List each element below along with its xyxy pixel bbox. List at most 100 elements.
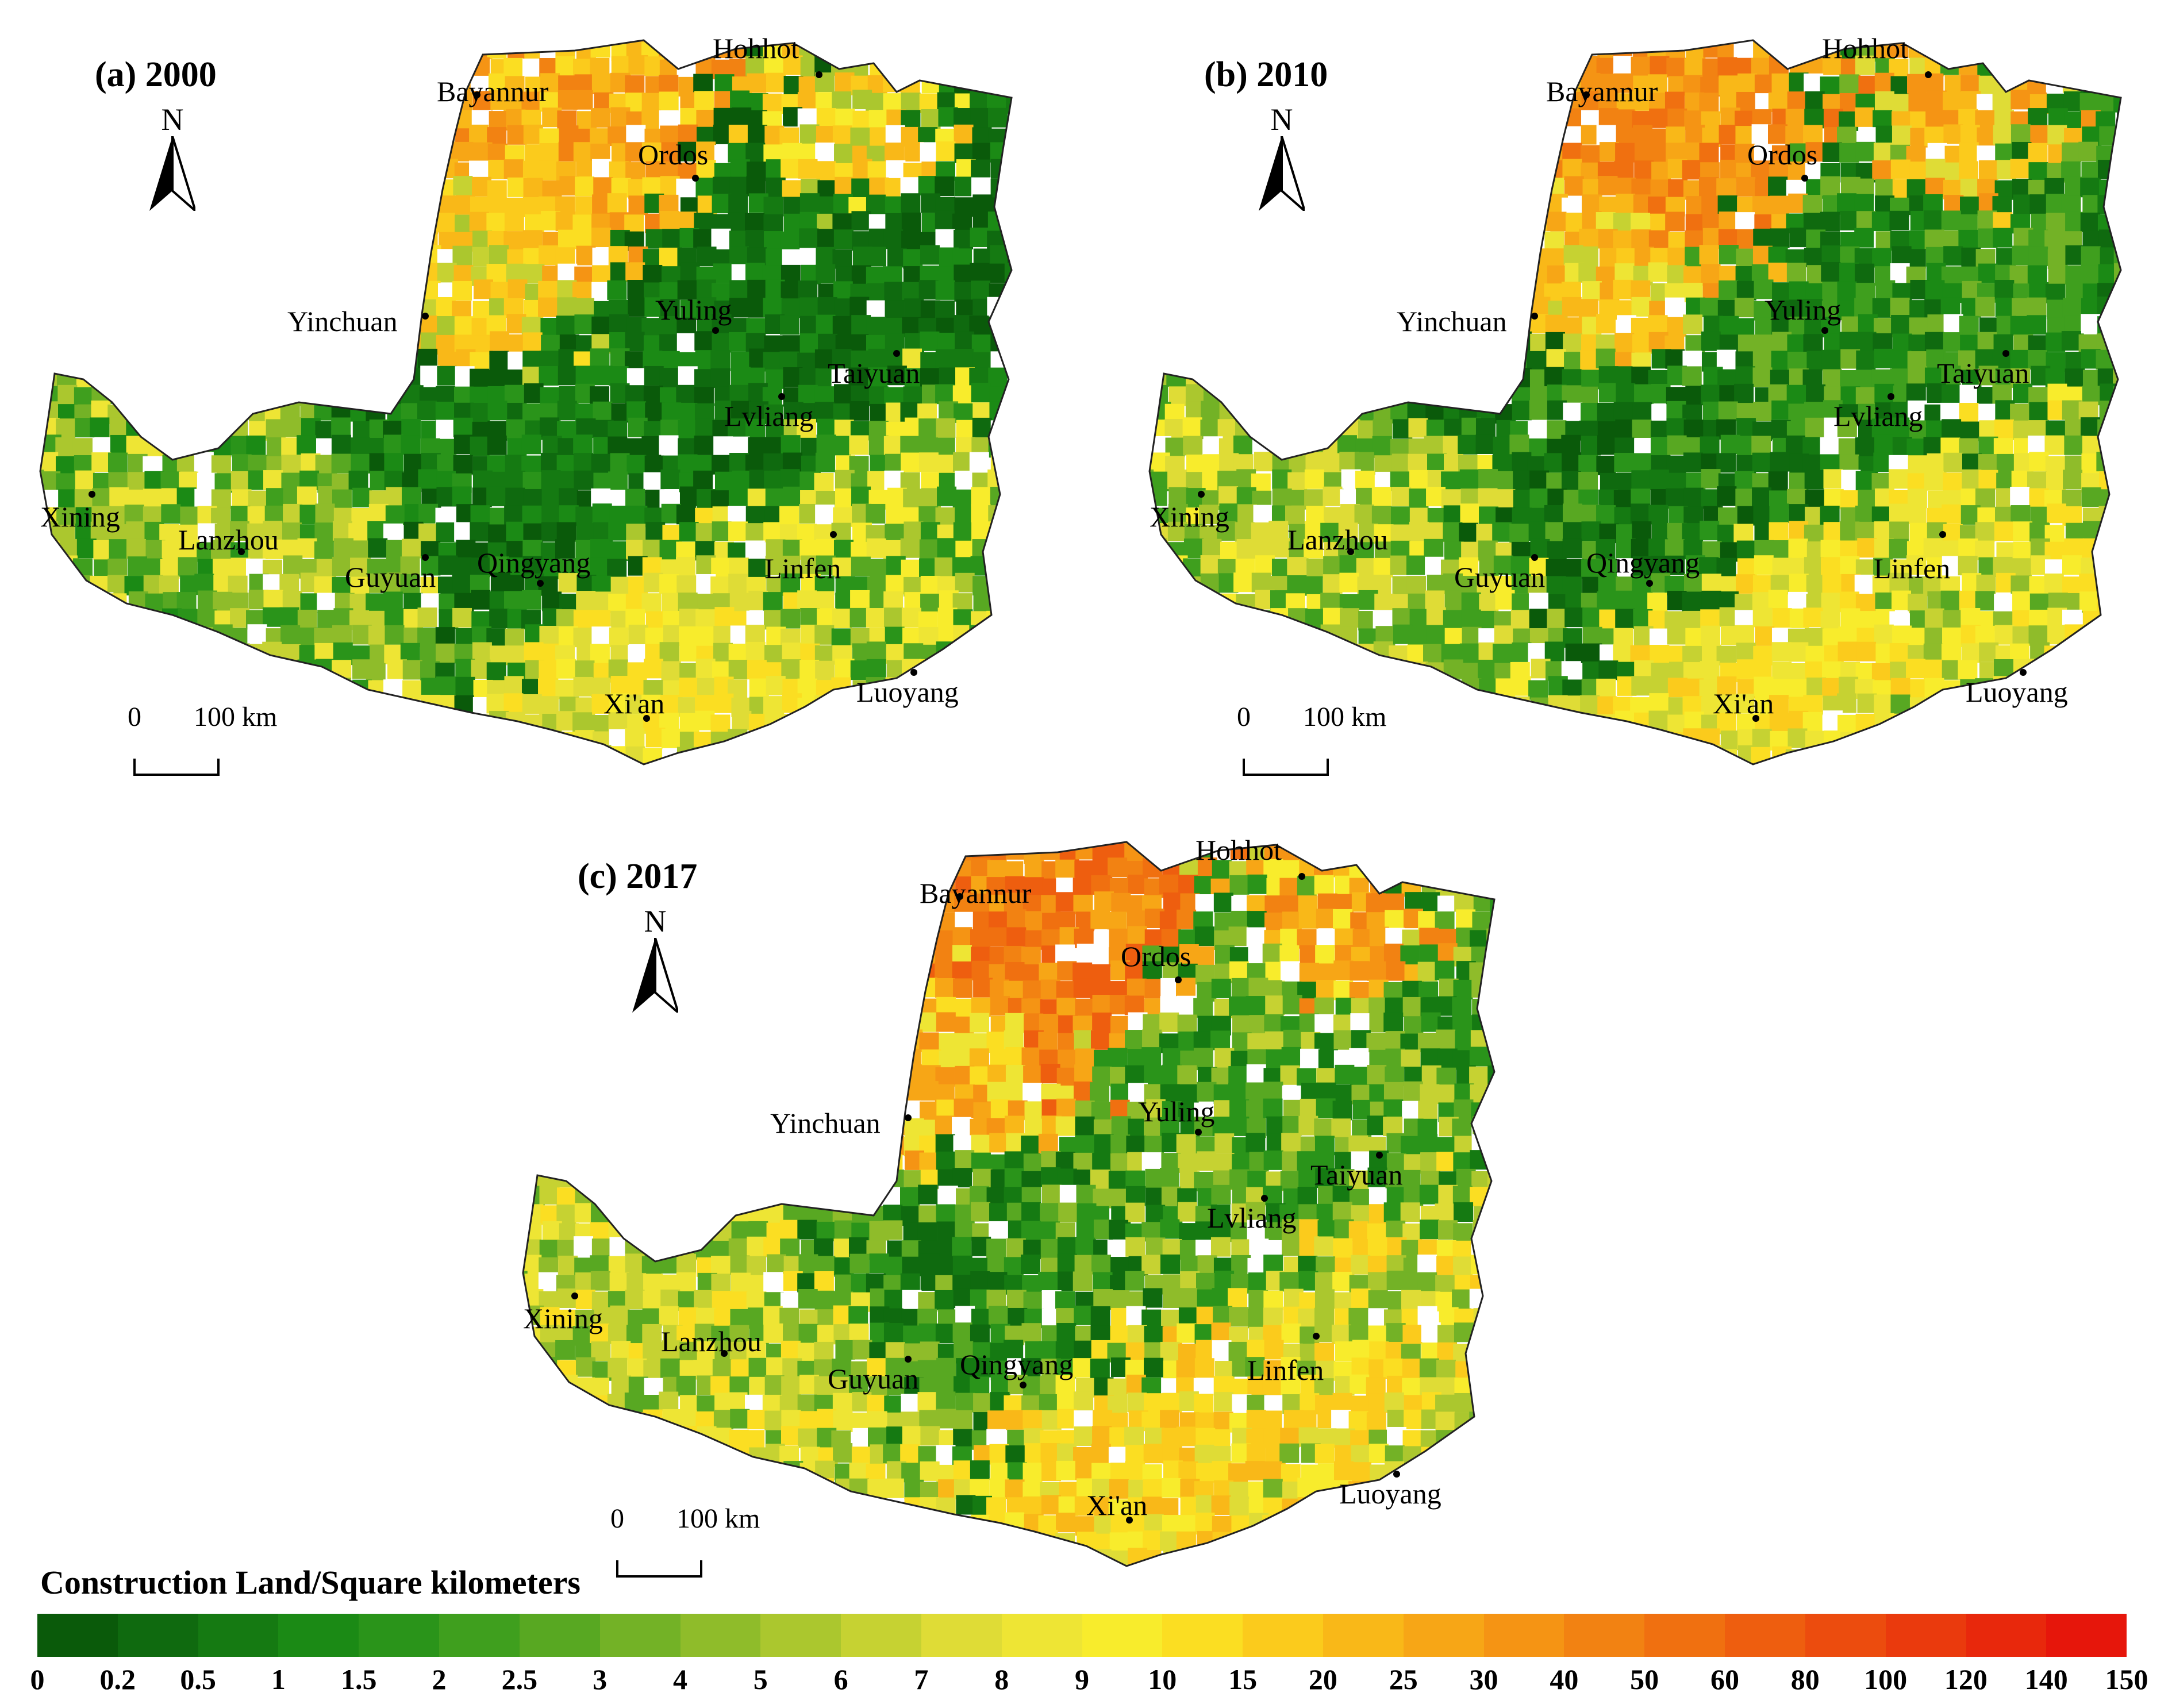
county-cell [1288, 298, 1308, 318]
county-cell [575, 176, 595, 197]
county-cell [1909, 420, 1929, 440]
county-cell [1150, 607, 1153, 627]
county-cell [178, 418, 198, 438]
county-cell [697, 297, 717, 317]
county-cell [2132, 75, 2144, 94]
county-cell [1958, 40, 1978, 41]
county-cell [418, 74, 438, 94]
county-cell [815, 660, 835, 680]
county-cell [334, 784, 353, 793]
county-cell [109, 539, 129, 559]
county-cell [160, 386, 180, 406]
county-cell [901, 40, 921, 42]
county-cell [1251, 626, 1271, 647]
county-cell [625, 142, 645, 162]
county-cell [1006, 749, 1012, 764]
county-cell [641, 436, 662, 456]
north-letter: N [161, 102, 184, 137]
county-cell [645, 611, 666, 631]
county-cell [1337, 645, 1358, 665]
county-cell [1979, 642, 1999, 662]
county-cell [366, 746, 386, 764]
county-cell [1649, 108, 1669, 128]
county-cell [919, 713, 939, 733]
county-cell [74, 214, 94, 234]
county-cell [1994, 594, 2014, 614]
county-cell [1527, 145, 1547, 165]
county-cell [1023, 471, 1035, 490]
county-cell [335, 40, 355, 59]
county-cell [883, 93, 903, 113]
county-cell [1631, 317, 1651, 337]
county-cell [1854, 228, 1874, 248]
county-cell [1475, 246, 1495, 266]
county-cell [1184, 679, 1204, 699]
county-cell [1528, 127, 1548, 147]
county-cell [314, 142, 334, 162]
county-cell [2131, 643, 2144, 663]
county-cell [522, 782, 541, 793]
county-cell [160, 263, 180, 283]
county-cell [1166, 141, 1186, 161]
county-cell [1647, 40, 1667, 43]
county-cell [194, 334, 214, 355]
county-cell [714, 471, 735, 491]
county-cell [1357, 213, 1377, 233]
county-cell [73, 593, 93, 613]
county-cell [1822, 369, 1842, 389]
county-cell [40, 40, 58, 44]
county-cell [1323, 607, 1343, 628]
county-cell [58, 489, 78, 509]
county-cell [539, 160, 559, 180]
county-cell [765, 248, 785, 268]
county-cell [59, 696, 79, 716]
county-cell [1324, 214, 1344, 234]
county-cell [314, 576, 334, 596]
county-cell [1268, 349, 1288, 370]
county-cell [1287, 472, 1308, 492]
county-cell [283, 40, 303, 58]
county-cell [1547, 211, 1567, 232]
county-cell [1460, 179, 1480, 199]
county-cell [1460, 56, 1481, 76]
county-cell [437, 366, 457, 386]
county-cell [1943, 452, 1963, 472]
county-cell [1151, 625, 1171, 645]
county-cell [988, 40, 1008, 60]
county-cell [970, 280, 990, 301]
county-cell [1024, 332, 1035, 352]
county-cell [1356, 195, 1377, 216]
county-cell [1150, 677, 1152, 697]
county-cell [435, 213, 455, 233]
county-cell [245, 110, 265, 130]
county-cell [211, 402, 231, 422]
county-cell [1375, 56, 1396, 76]
county-cell [2079, 41, 2099, 61]
city-label: Yuling [655, 294, 732, 326]
county-cell [471, 590, 491, 610]
county-cell [1237, 386, 1258, 406]
county-cell [1391, 677, 1411, 697]
county-cell [1475, 110, 1495, 130]
county-cell [645, 229, 666, 249]
county-cell [1237, 645, 1257, 665]
county-cell [505, 645, 525, 665]
county-cell [1512, 245, 1532, 265]
county-cell [1355, 370, 1375, 390]
county-cell [800, 608, 820, 628]
county-cell [1185, 143, 1205, 163]
county-cell [1529, 159, 1549, 179]
city-dot [422, 313, 429, 320]
county-cell [195, 161, 216, 182]
county-cell [124, 143, 144, 163]
county-cell [1494, 195, 1514, 216]
county-cell [970, 747, 990, 764]
county-cell [1373, 245, 1393, 265]
county-cell [954, 176, 974, 197]
county-cell [1459, 246, 1479, 266]
county-cell [197, 283, 217, 303]
county-cell [921, 109, 941, 129]
county-cell [1736, 176, 1756, 197]
county-cell [1889, 572, 1909, 593]
county-cell [1977, 127, 1997, 147]
